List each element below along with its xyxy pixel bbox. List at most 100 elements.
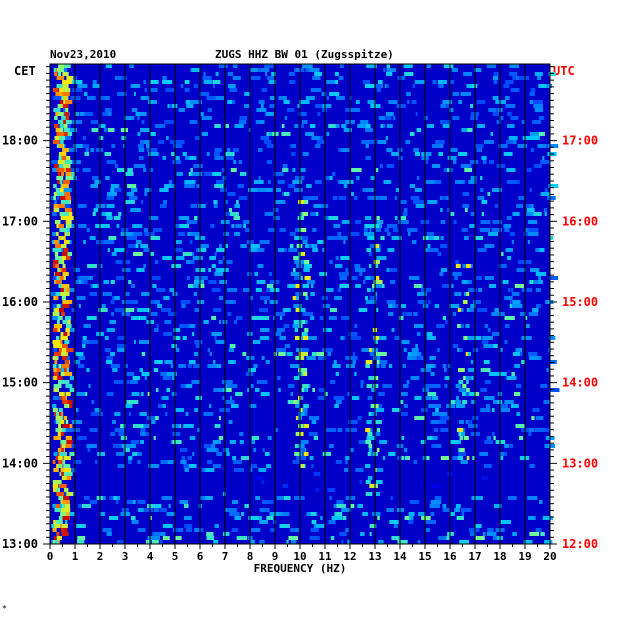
heatmap-cell <box>250 540 255 544</box>
heatmap-cell <box>456 404 460 408</box>
heatmap-cell <box>508 376 511 380</box>
heatmap-cell <box>480 176 483 180</box>
heatmap-cell <box>199 268 205 272</box>
heatmap-cell <box>400 216 407 220</box>
heatmap-cell <box>89 236 96 240</box>
heatmap-cell <box>114 248 125 252</box>
heatmap-cell <box>223 448 230 452</box>
heatmap-cell <box>90 120 98 124</box>
heatmap-cell <box>127 244 136 248</box>
heatmap-cell <box>474 68 482 72</box>
heatmap-cell <box>540 384 548 388</box>
heatmap-cell <box>303 452 309 456</box>
heatmap-cell <box>406 92 411 96</box>
heatmap-cell <box>351 168 362 172</box>
heatmap-cell <box>66 324 72 328</box>
heatmap-cell <box>303 264 309 268</box>
heatmap-cell <box>440 104 446 108</box>
heatmap-cell <box>203 412 214 416</box>
heatmap-cell <box>229 344 236 348</box>
heatmap-cell <box>340 180 347 184</box>
heatmap-cell <box>372 512 381 516</box>
heatmap-cell <box>64 520 68 524</box>
heatmap-cell <box>302 152 309 156</box>
heatmap-cell <box>311 420 317 424</box>
heatmap-cell <box>535 528 542 532</box>
heatmap-cell <box>336 236 348 240</box>
heatmap-cell <box>58 460 63 464</box>
heatmap-cell <box>526 324 530 328</box>
heatmap-cell <box>229 88 238 92</box>
heatmap-cell <box>255 388 260 392</box>
heatmap-cell <box>311 520 317 524</box>
heatmap-cell <box>296 68 301 72</box>
heatmap-cell <box>442 508 451 512</box>
heatmap-cell <box>499 348 503 352</box>
heatmap-cell <box>114 188 122 192</box>
heatmap-cell <box>92 84 100 88</box>
heatmap-cell <box>345 268 349 272</box>
heatmap-cell <box>137 500 146 504</box>
heatmap-cell <box>109 496 114 500</box>
heatmap-cell <box>182 152 187 156</box>
heatmap-cell <box>143 228 148 232</box>
heatmap-cell <box>313 436 318 440</box>
heatmap-cell <box>244 504 249 508</box>
heatmap-cell <box>60 196 66 200</box>
heatmap-cell <box>102 112 109 116</box>
heatmap-cell <box>413 148 418 152</box>
heatmap-cell <box>535 280 543 284</box>
heatmap-cell <box>72 88 83 92</box>
heatmap-cell <box>77 436 87 440</box>
heatmap-cell <box>233 460 242 464</box>
heatmap-cell <box>333 360 337 364</box>
heatmap-cell <box>433 180 442 184</box>
heatmap-cell <box>160 204 167 208</box>
heatmap-cell <box>474 392 480 396</box>
heatmap-cell <box>289 80 296 84</box>
heatmap-cell <box>480 188 484 192</box>
heatmap-cell <box>193 164 203 168</box>
heatmap-cell <box>457 324 461 328</box>
heatmap-cell <box>310 316 315 320</box>
heatmap-cell <box>311 512 317 516</box>
heatmap-cell <box>484 244 495 248</box>
heatmap-cell <box>258 188 267 192</box>
heatmap-cell <box>268 80 277 84</box>
heatmap-cell <box>63 180 70 184</box>
heatmap-cell <box>107 192 117 196</box>
heatmap-cell <box>389 520 399 524</box>
heatmap-cell <box>222 492 226 496</box>
heatmap-cell <box>82 340 92 344</box>
heatmap-cell <box>382 116 392 120</box>
heatmap-cell <box>401 304 406 308</box>
heatmap-cell <box>499 452 505 456</box>
heatmap-cell <box>173 336 181 340</box>
heatmap-cell <box>114 308 125 312</box>
heatmap-cell <box>542 516 553 520</box>
heatmap-cell <box>82 344 86 348</box>
heatmap-cell <box>62 84 69 88</box>
heatmap-cell <box>175 224 181 228</box>
heatmap-cell <box>504 400 514 404</box>
heatmap-cell <box>222 256 226 260</box>
heatmap-cell <box>393 228 399 232</box>
heatmap-cell <box>61 448 65 452</box>
heatmap-cell <box>310 292 315 296</box>
heatmap-cell <box>301 352 308 356</box>
heatmap-cell <box>178 232 185 236</box>
heatmap-cell <box>199 528 204 532</box>
heatmap-cell <box>190 232 201 236</box>
heatmap-cell <box>106 392 114 396</box>
heatmap-cell <box>213 204 218 208</box>
heatmap-cell <box>52 364 63 368</box>
heatmap-cell <box>62 364 70 368</box>
heatmap-cell <box>260 296 270 300</box>
heatmap-cell <box>406 380 410 384</box>
heatmap-cell <box>77 364 85 368</box>
heatmap-cell <box>60 152 67 156</box>
heatmap-cell <box>375 480 383 484</box>
heatmap-cell <box>388 100 398 104</box>
heatmap-cell <box>187 284 194 288</box>
heatmap-cell <box>233 216 240 220</box>
